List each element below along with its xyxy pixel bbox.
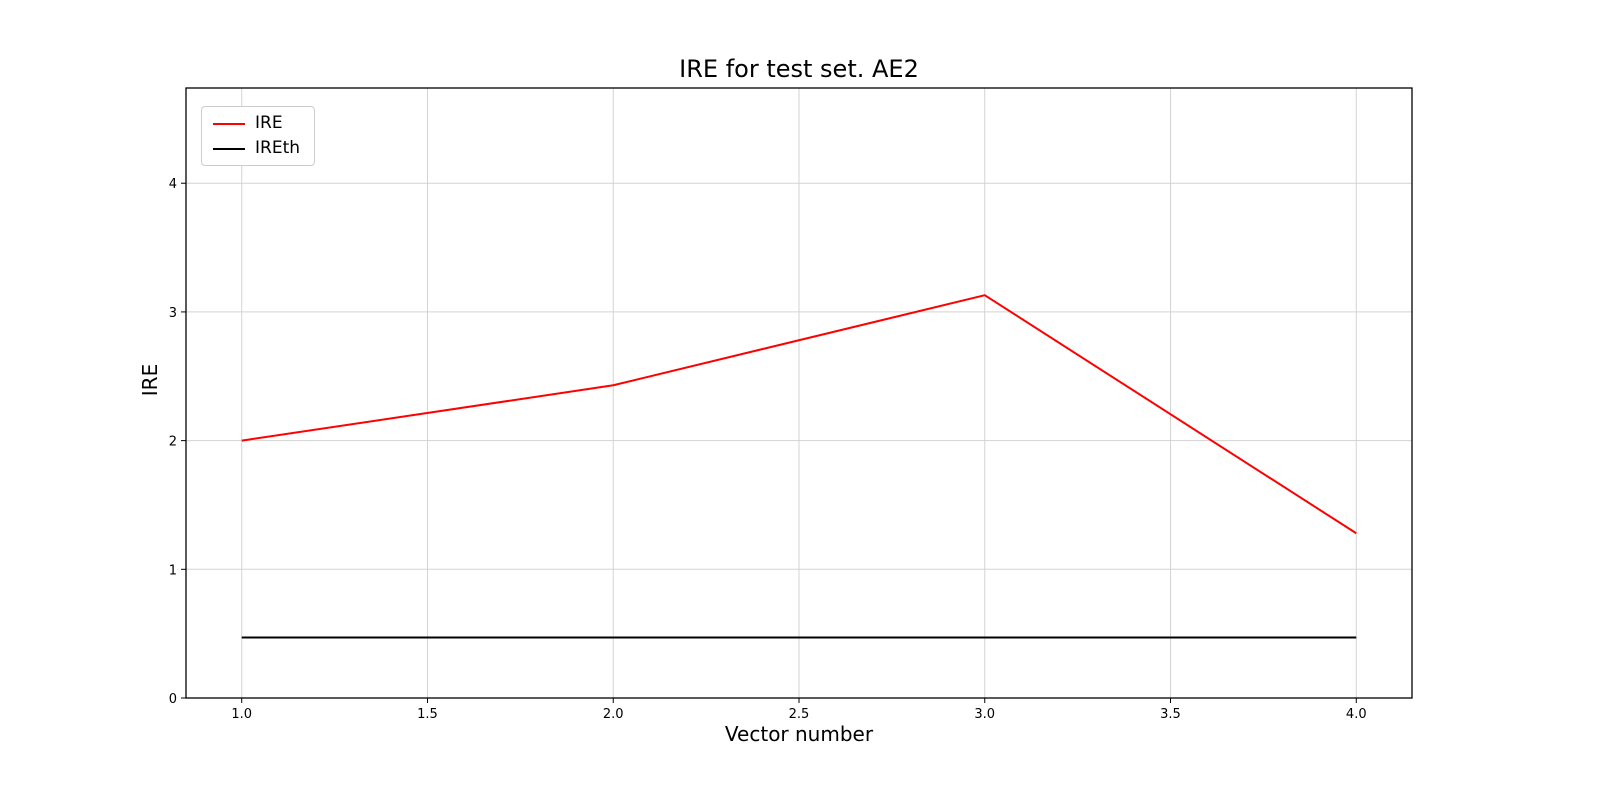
- legend-entry-ire: IRE: [213, 115, 300, 132]
- legend-label-ire: IRE: [255, 113, 283, 133]
- legend-label-ireth: IREth: [255, 138, 301, 158]
- x-tick-label: 3.5: [1160, 707, 1181, 722]
- x-tick-label: 4.0: [1346, 707, 1367, 722]
- x-tick-label: 1.0: [231, 707, 252, 722]
- legend-line-ire: [213, 122, 245, 125]
- series-line-ire: [241, 294, 1357, 535]
- chart-title: IRE for test set. AE2: [679, 55, 919, 83]
- y-axis-label: IRE: [138, 363, 162, 397]
- y-tick-label: 3: [169, 306, 177, 321]
- legend: IRE IREth: [201, 106, 316, 166]
- x-tick-label: 3.0: [974, 707, 995, 722]
- y-tick-label: 1: [169, 563, 177, 578]
- x-tick-label: 1.5: [417, 707, 438, 722]
- legend-line-ireth: [213, 147, 245, 150]
- axes-box: [185, 87, 1413, 699]
- x-tick-label: 2.5: [789, 707, 810, 722]
- y-tick-label: 0: [169, 692, 177, 707]
- y-tick-label: 2: [169, 435, 177, 450]
- x-tick-label: 2.0: [603, 707, 624, 722]
- y-tick-label: 4: [169, 177, 177, 192]
- x-axis-label: Vector number: [724, 722, 874, 746]
- legend-entry-ireth: IREth: [213, 140, 300, 157]
